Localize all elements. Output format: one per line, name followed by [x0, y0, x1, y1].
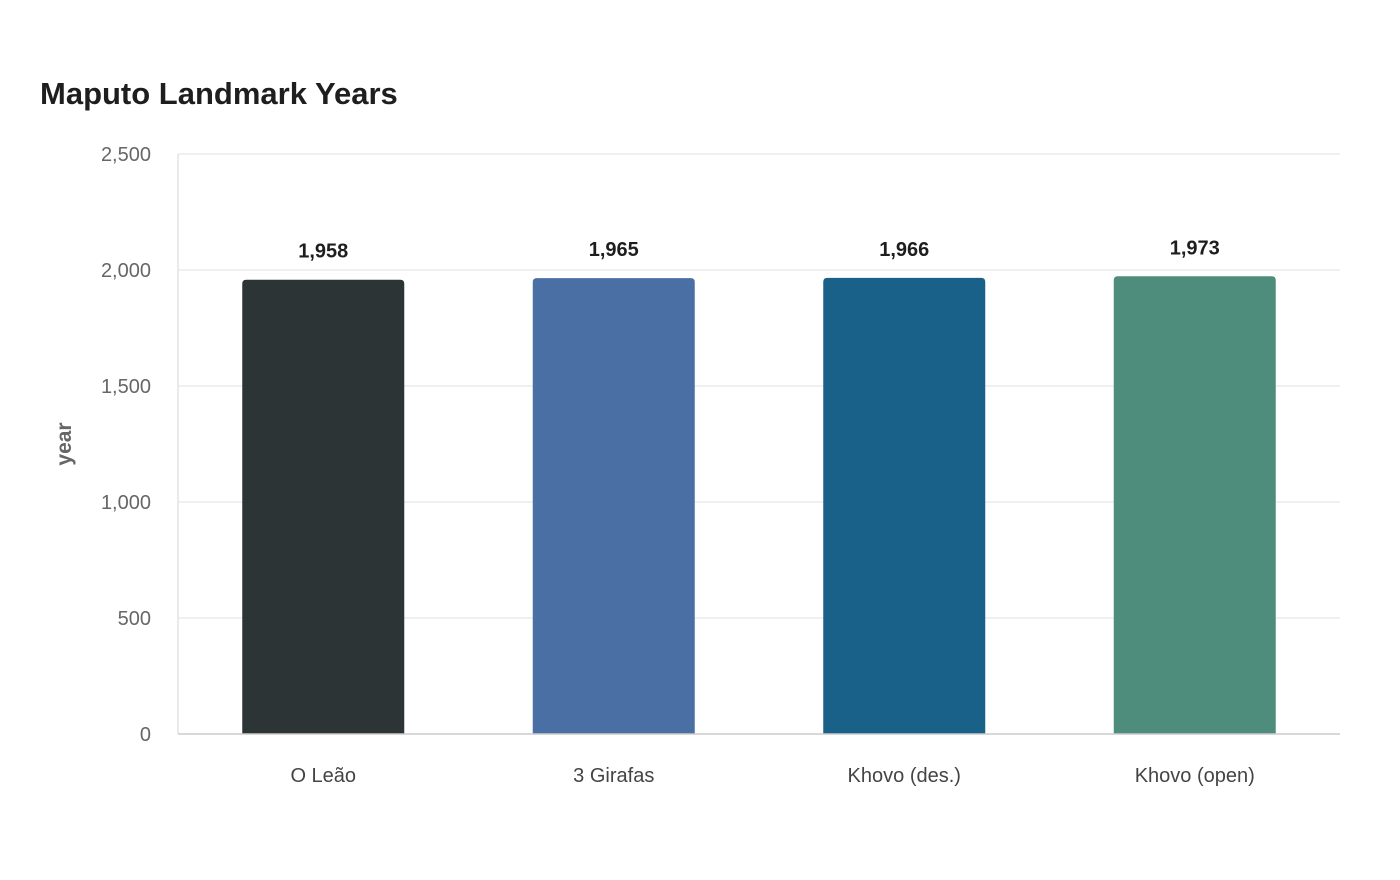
- x-tick-label: Khovo (open): [1135, 765, 1255, 787]
- chart-title: Maputo Landmark Years: [40, 76, 398, 111]
- x-axis-categories: O Leão 3 Girafas Khovo (des.) Khovo (open): [290, 765, 1254, 787]
- bar: [823, 277, 986, 734]
- data-label: 1,966: [879, 239, 929, 261]
- x-tick-label: 3 Girafas: [573, 765, 654, 787]
- data-label: 1,973: [1170, 237, 1220, 259]
- y-tick-label: 2,000: [101, 260, 151, 282]
- data-label: 1,958: [298, 241, 348, 263]
- y-tick-label: 2,500: [101, 144, 151, 166]
- data-label: 1,965: [589, 239, 639, 261]
- y-tick-label: 1,500: [101, 376, 151, 398]
- y-tick-label: 1,000: [101, 492, 151, 514]
- y-axis-title: year: [53, 422, 76, 465]
- bars: [242, 276, 1276, 734]
- y-axis-ticks: 0 500 1,000 1,500 2,000 2,500: [101, 144, 151, 746]
- y-tick-label: 0: [140, 724, 151, 746]
- y-tick-label: 500: [118, 608, 151, 630]
- data-labels: 1,958 1,965 1,966 1,973: [298, 237, 1220, 262]
- bar: [1113, 276, 1276, 734]
- bar: [532, 278, 695, 734]
- x-tick-label: Khovo (des.): [848, 765, 961, 787]
- x-tick-label: O Leão: [290, 765, 356, 787]
- bar: [242, 279, 405, 734]
